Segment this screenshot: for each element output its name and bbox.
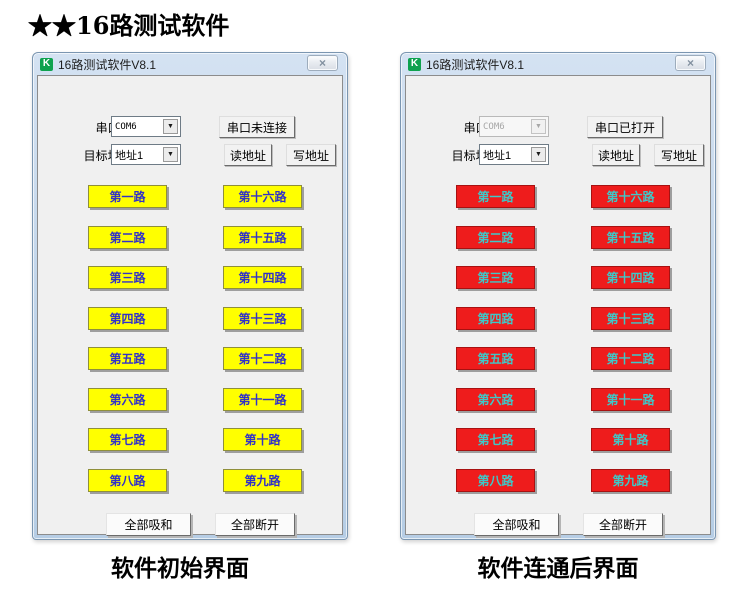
channel-5-button[interactable]: 第五路 <box>456 347 535 370</box>
write-address-button[interactable]: 写地址 <box>654 144 704 166</box>
window-initial: K 16路测试软件V8.1 × 串口号: COM6 ▼ 串口未连接 目标地址: … <box>32 52 348 540</box>
channel-4-button[interactable]: 第四路 <box>456 306 535 330</box>
caption-initial: 软件初始界面 <box>111 555 249 582</box>
target-address-select[interactable]: 地址1 ▼ <box>479 144 549 165</box>
window-title: 16路测试软件V8.1 <box>426 57 525 72</box>
channel-3-button[interactable]: 第三路 <box>88 266 167 289</box>
dropdown-arrow-icon[interactable]: ▼ <box>163 119 178 134</box>
caption-connected: 软件连通后界面 <box>477 555 639 582</box>
close-button[interactable]: × <box>675 55 706 71</box>
app-icon: K <box>408 57 421 71</box>
channel-2-button[interactable]: 第二路 <box>88 225 167 249</box>
channel-column-left: 第一路 第二路 第三路 第四路 第五路 第六路 第七路 第八路 <box>456 185 535 492</box>
page-heading: ★★16路测试软件 <box>28 11 230 40</box>
channel-1-button[interactable]: 第一路 <box>88 185 167 208</box>
channel-14-button[interactable]: 第十四路 <box>223 266 302 289</box>
target-address-value: 地址1 <box>483 149 512 162</box>
channel-3-button[interactable]: 第三路 <box>456 266 535 289</box>
dropdown-arrow-icon: ▼ <box>531 119 546 134</box>
all-open-button[interactable]: 全部断开 <box>583 513 663 536</box>
window-content: 串口号: COM6 ▼ 串口未连接 目标地址: 地址1 ▼ 读地址 写地址 第一… <box>37 75 343 536</box>
channel-15-button[interactable]: 第十五路 <box>591 225 670 249</box>
write-address-button[interactable]: 写地址 <box>286 144 336 166</box>
all-close-button[interactable]: 全部吸和 <box>106 513 191 536</box>
all-open-button[interactable]: 全部断开 <box>215 513 295 536</box>
target-address-select[interactable]: 地址1 ▼ <box>111 144 181 165</box>
target-address-value: 地址1 <box>115 149 144 162</box>
channel-11-button[interactable]: 第十一路 <box>591 387 670 411</box>
serial-port-value: COM6 <box>483 121 505 132</box>
serial-port-value: COM6 <box>115 121 137 132</box>
serial-port-select[interactable]: COM6 ▼ <box>111 116 181 137</box>
channel-15-button[interactable]: 第十五路 <box>223 225 302 249</box>
channel-10-button[interactable]: 第十路 <box>223 428 302 451</box>
channel-1-button[interactable]: 第一路 <box>456 185 535 208</box>
channel-12-button[interactable]: 第十二路 <box>591 347 670 370</box>
channel-12-button[interactable]: 第十二路 <box>223 347 302 370</box>
read-address-button[interactable]: 读地址 <box>592 144 640 166</box>
channel-14-button[interactable]: 第十四路 <box>591 266 670 289</box>
channel-9-button[interactable]: 第九路 <box>591 468 670 492</box>
titlebar[interactable]: K 16路测试软件V8.1 × <box>33 53 347 75</box>
channel-2-button[interactable]: 第二路 <box>456 225 535 249</box>
window-content: 串口号: COM6 ▼ 串口已打开 目标地址: 地址1 ▼ 读地址 写地址 第一… <box>405 75 711 536</box>
channel-column-left: 第一路 第二路 第三路 第四路 第五路 第六路 第七路 第八路 <box>88 185 167 492</box>
channel-column-right: 第十六路 第十五路 第十四路 第十三路 第十二路 第十一路 第十路 第九路 <box>591 185 670 492</box>
window-title: 16路测试软件V8.1 <box>58 57 157 72</box>
serial-port-select: COM6 ▼ <box>479 116 549 137</box>
channel-8-button[interactable]: 第八路 <box>456 468 535 492</box>
close-icon: × <box>318 55 326 70</box>
app-icon: K <box>40 57 53 71</box>
channel-5-button[interactable]: 第五路 <box>88 347 167 370</box>
dropdown-arrow-icon[interactable]: ▼ <box>163 147 178 162</box>
channel-7-button[interactable]: 第七路 <box>88 428 167 451</box>
channel-13-button[interactable]: 第十三路 <box>591 306 670 330</box>
serial-status-button[interactable]: 串口已打开 <box>587 116 663 138</box>
channel-8-button[interactable]: 第八路 <box>88 468 167 492</box>
channel-6-button[interactable]: 第六路 <box>88 387 167 411</box>
dropdown-arrow-icon[interactable]: ▼ <box>531 147 546 162</box>
channel-16-button[interactable]: 第十六路 <box>223 185 302 208</box>
serial-status-button[interactable]: 串口未连接 <box>219 116 295 138</box>
channel-9-button[interactable]: 第九路 <box>223 468 302 492</box>
channel-7-button[interactable]: 第七路 <box>456 428 535 451</box>
channel-11-button[interactable]: 第十一路 <box>223 387 302 411</box>
channel-13-button[interactable]: 第十三路 <box>223 306 302 330</box>
read-address-button[interactable]: 读地址 <box>224 144 272 166</box>
channel-4-button[interactable]: 第四路 <box>88 306 167 330</box>
channel-column-right: 第十六路 第十五路 第十四路 第十三路 第十二路 第十一路 第十路 第九路 <box>223 185 302 492</box>
close-button[interactable]: × <box>307 55 338 71</box>
all-close-button[interactable]: 全部吸和 <box>474 513 559 536</box>
channel-10-button[interactable]: 第十路 <box>591 428 670 451</box>
close-icon: × <box>686 55 694 70</box>
titlebar[interactable]: K 16路测试软件V8.1 × <box>401 53 715 75</box>
channel-6-button[interactable]: 第六路 <box>456 387 535 411</box>
channel-16-button[interactable]: 第十六路 <box>591 185 670 208</box>
window-connected: K 16路测试软件V8.1 × 串口号: COM6 ▼ 串口已打开 目标地址: … <box>400 52 716 540</box>
